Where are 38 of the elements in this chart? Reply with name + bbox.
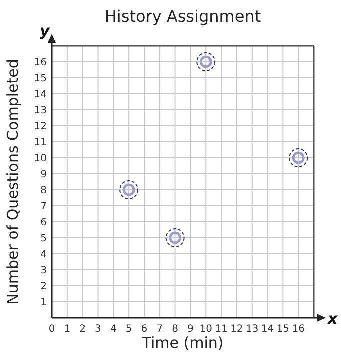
x-tick-label: 0 — [48, 324, 56, 335]
x-tick-label: 5 — [126, 324, 132, 335]
x-tick-label: 2 — [80, 324, 86, 335]
y-tick-label: 7 — [40, 202, 47, 212]
x-tick-label: 4 — [110, 324, 117, 335]
y-tick-label: 16 — [34, 58, 47, 68]
y-axis-title: Number of Questions Completed — [4, 59, 22, 305]
x-tick-label: 1 — [64, 324, 71, 335]
x-tick-label: 11 — [215, 324, 228, 335]
y-tick-label: 12 — [34, 122, 47, 132]
y-tick-label: 8 — [40, 186, 47, 196]
y-tick-label: 6 — [40, 218, 47, 228]
x-tick-label: 8 — [172, 324, 178, 335]
x-tick-label: 7 — [156, 324, 164, 335]
y-tick-label: 11 — [34, 138, 47, 148]
y-tick-label: 5 — [40, 234, 47, 244]
y-tick-label: 2 — [40, 282, 47, 292]
x-tick-label: 3 — [95, 324, 102, 335]
y-tick-label: 9 — [40, 170, 47, 180]
x-axis-title: Time (min) — [141, 334, 224, 352]
x-tick-label: 10 — [200, 324, 212, 335]
x-tick-label: 13 — [246, 324, 259, 335]
x-tick-label: 9 — [188, 324, 194, 335]
y-tick-label: 1 — [40, 298, 47, 308]
y-tick-label: 14 — [34, 90, 47, 100]
y-tick-label: 15 — [34, 74, 47, 84]
y-tick-label: 13 — [34, 106, 47, 116]
x-tick-label: 15 — [276, 324, 290, 335]
y-tick-label: 3 — [40, 266, 47, 276]
y-tick-label: 4 — [40, 250, 47, 260]
text: y — [40, 22, 51, 40]
x-tick-label: 12 — [230, 324, 244, 335]
chart-title: History Assignment — [104, 7, 262, 26]
x-tick-label: 6 — [141, 324, 148, 335]
x-tick-label: 16 — [292, 324, 305, 335]
x-tick-label: 14 — [261, 324, 274, 335]
text: x — [327, 310, 339, 328]
y-tick-label: 10 — [34, 154, 47, 164]
